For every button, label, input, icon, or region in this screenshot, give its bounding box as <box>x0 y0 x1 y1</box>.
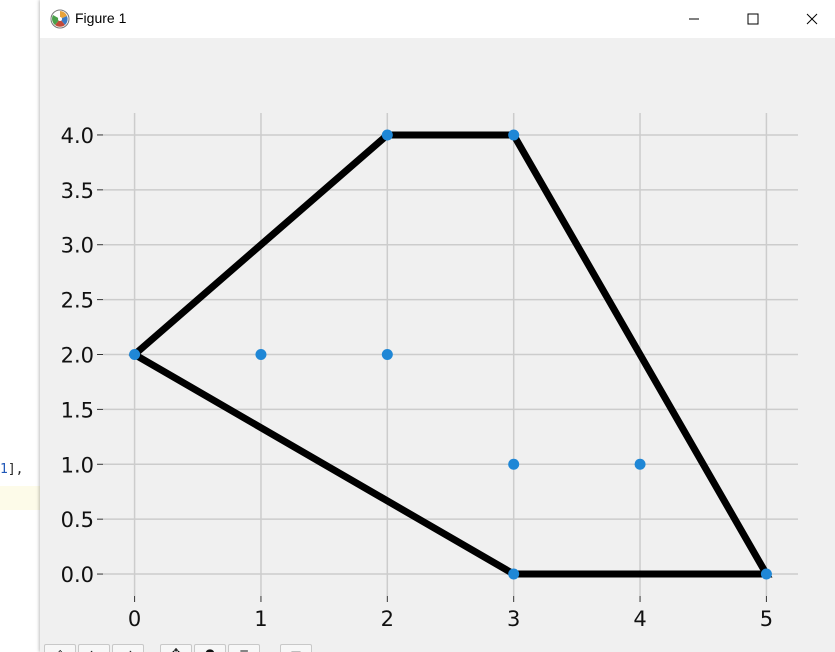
x-tick-label: 1 <box>254 607 267 631</box>
toolbar-save-button[interactable]: ▭ <box>280 644 312 652</box>
x-tick-label: 2 <box>381 607 394 631</box>
scatter-point <box>381 129 393 141</box>
y-tick-label: 1.0 <box>61 453 94 477</box>
toolbar-home-button[interactable]: ⌂ <box>44 644 76 652</box>
y-tick-label: 3.0 <box>61 234 94 258</box>
zoom-icon: ● <box>205 647 215 652</box>
code-suffix: ], <box>7 462 24 477</box>
y-tick-label: 0.0 <box>61 563 94 587</box>
figure-toolbar: ⌂ ← → ✥ ● ≡ ▭ <box>40 640 835 652</box>
forward-icon: → <box>123 647 133 652</box>
y-tick-label: 2.5 <box>61 289 94 313</box>
editor-highlighted-line <box>0 486 40 510</box>
toolbar-back-button[interactable]: ← <box>78 644 110 652</box>
x-axis-ticks: 0 1 2 3 4 5 <box>128 596 773 631</box>
x-tick-label: 0 <box>128 607 141 631</box>
maximize-button[interactable] <box>730 0 776 38</box>
scatter-point <box>508 458 520 470</box>
close-button[interactable] <box>789 0 835 38</box>
background-code-editor: 1], <box>0 0 40 652</box>
grid-lines <box>103 113 798 596</box>
title-bar[interactable]: Figure 1 <box>40 0 835 38</box>
figure-window: Figure 1 0 1 2 3 4 5 0.0 0.5 1.0 1.5 2.0 2.5 3.0 3.5… <box>40 0 835 652</box>
minimize-icon <box>689 18 699 20</box>
y-tick-label: 4.0 <box>61 124 94 148</box>
save-icon: ▭ <box>290 647 301 652</box>
home-icon: ⌂ <box>56 647 64 652</box>
scatter-point <box>508 129 520 141</box>
back-icon: ← <box>89 647 99 652</box>
window-title: Figure 1 <box>75 10 127 26</box>
y-tick-label: 1.5 <box>61 398 94 422</box>
plot-canvas[interactable]: 0 1 2 3 4 5 0.0 0.5 1.0 1.5 2.0 2.5 3.0 3.5 4.0 <box>40 38 835 640</box>
polygon-series <box>128 131 773 578</box>
toolbar-pan-button[interactable]: ✥ <box>160 644 192 652</box>
scatter-point <box>508 568 520 580</box>
code-number: 1 <box>0 462 8 477</box>
matplotlib-logo-icon <box>50 9 70 29</box>
pan-icon: ✥ <box>171 647 181 652</box>
configure-subplots-icon: ≡ <box>239 647 249 652</box>
scatter-point <box>255 349 267 360</box>
minimize-button[interactable] <box>671 0 717 38</box>
scatter-series <box>129 129 772 580</box>
hull-polygon-line <box>128 131 773 578</box>
toolbar-zoom-button[interactable]: ● <box>194 644 226 652</box>
scatter-point <box>381 349 393 360</box>
x-tick-label: 4 <box>633 607 646 631</box>
scatter-point <box>760 568 772 580</box>
toolbar-configure-subplots-button[interactable]: ≡ <box>228 644 260 652</box>
editor-code-fragment: 1], <box>0 462 23 477</box>
toolbar-forward-button[interactable]: → <box>112 644 144 652</box>
close-icon <box>806 13 818 25</box>
y-tick-label: 0.5 <box>61 508 94 532</box>
y-tick-label: 2.0 <box>61 344 94 368</box>
maximize-icon <box>747 13 759 25</box>
x-tick-label: 3 <box>507 607 520 631</box>
y-axis-ticks: 0.0 0.5 1.0 1.5 2.0 2.5 3.0 3.5 4.0 <box>61 124 103 587</box>
y-tick-label: 3.5 <box>61 179 94 203</box>
x-tick-label: 5 <box>760 607 773 631</box>
scatter-point <box>129 349 141 360</box>
scatter-point <box>634 458 646 470</box>
